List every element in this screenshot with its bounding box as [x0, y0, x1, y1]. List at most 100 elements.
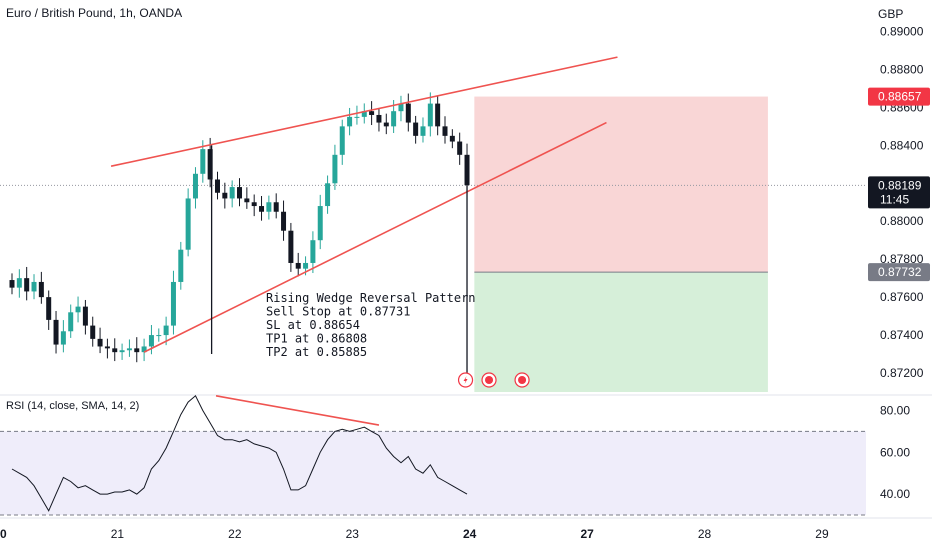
time-tick-label: 22 [228, 527, 242, 541]
candle-body [266, 202, 272, 212]
flag-icon[interactable] [514, 372, 530, 388]
flag-icon[interactable] [481, 372, 497, 388]
candle [207, 137, 213, 188]
candle [170, 270, 176, 335]
event-markers[interactable] [457, 372, 530, 388]
candle-body [178, 249, 184, 282]
price-tag: 0.87732 [868, 263, 930, 282]
currency-label: GBP [878, 7, 903, 21]
lightning-icon[interactable] [457, 372, 474, 388]
price-tick-label: 0.88400 [880, 138, 924, 152]
rsi-pane: 40.00 60.00 80.00 [0, 395, 910, 516]
candle [9, 273, 15, 295]
rsi-tick-label: 60.00 [880, 445, 910, 459]
candle [156, 328, 162, 342]
candle-body [16, 278, 22, 288]
price-tick-label: 0.87600 [880, 290, 924, 304]
candle-body [200, 149, 206, 174]
flag-glyph [485, 376, 494, 384]
candle [354, 105, 360, 125]
price-tick-label: 0.87400 [880, 328, 924, 342]
candle [288, 222, 294, 272]
price-tick-label: 0.88000 [880, 214, 924, 228]
candle [112, 338, 118, 362]
lower-trendline[interactable] [143, 121, 607, 353]
candle-body [288, 230, 294, 263]
candle [442, 116, 448, 144]
time-axis[interactable]: 20 21 22 23 24 27 28 29 [0, 527, 829, 541]
candle [46, 290, 52, 330]
price-tag-value: 0.88657 [878, 90, 922, 104]
rsi-line [11, 395, 468, 512]
rsi-indicator-label[interactable]: RSI (14, close, SMA, 14, 2) [6, 400, 140, 412]
candle [16, 269, 22, 298]
candle-body [214, 179, 220, 193]
candle [405, 93, 411, 132]
candle [38, 271, 44, 304]
candle [97, 327, 103, 354]
candle [317, 194, 323, 250]
candle-body [347, 116, 353, 127]
candle [126, 339, 132, 357]
time-tick-label: 23 [346, 527, 360, 541]
price-tick-label: 0.89000 [880, 24, 924, 38]
candle-body [24, 278, 30, 292]
annotation-line[interactable]: SL at 0.88654 [266, 318, 360, 332]
trendlines[interactable] [110, 56, 618, 374]
price-tick-label: 0.87200 [880, 366, 924, 380]
candle-body [273, 202, 279, 212]
candle [457, 132, 463, 165]
position-zones[interactable] [0, 96, 866, 392]
candle-body [148, 335, 154, 347]
candle [192, 167, 198, 209]
chart-title: Euro / British Pound, 1h, OANDA [6, 6, 183, 20]
price-tag-bg [868, 176, 930, 209]
candle-body [97, 338, 103, 347]
candle-body [244, 198, 250, 203]
candle-body [325, 183, 331, 207]
candle-body [237, 187, 243, 199]
annotation-line[interactable]: Rising Wedge Reversal Pattern [266, 291, 476, 305]
candle-body [435, 103, 441, 127]
candle [68, 304, 74, 338]
candle-body [68, 312, 74, 332]
candle-body [170, 281, 176, 326]
candle [222, 182, 228, 209]
candle [347, 107, 353, 136]
annotation-line[interactable]: Sell Stop at 0.87731 [266, 305, 411, 319]
candle [325, 175, 331, 214]
candle-body [134, 348, 140, 353]
candle-body [383, 122, 389, 127]
stop-loss-zone[interactable] [474, 96, 768, 273]
price-tag-value: 0.88189 [878, 178, 922, 192]
candle [229, 180, 235, 208]
candle-body [251, 202, 257, 207]
candle [413, 115, 419, 144]
candle [376, 108, 382, 132]
candle-body [9, 280, 15, 288]
candle [435, 95, 441, 136]
candle [104, 338, 110, 359]
candle [295, 252, 301, 277]
main-grid [0, 394, 932, 519]
price-tag: 0.88657 [868, 87, 930, 106]
candle [82, 299, 88, 335]
candle-body [464, 154, 470, 186]
candle-body [317, 206, 323, 241]
candle-body [405, 103, 411, 123]
annotation-line[interactable]: TP1 at 0.86808 [266, 332, 367, 346]
take-profit-zone[interactable] [474, 272, 768, 392]
candle-body [303, 262, 309, 269]
candle-body [163, 325, 169, 336]
candle [185, 188, 191, 257]
upper-trendline[interactable] [110, 56, 618, 167]
candle-body [332, 154, 338, 184]
time-tick-label: 27 [580, 527, 594, 541]
candle-body [413, 122, 419, 136]
annotation-line[interactable]: TP2 at 0.85885 [266, 345, 367, 359]
candle [119, 343, 125, 360]
candle-body [192, 173, 198, 199]
